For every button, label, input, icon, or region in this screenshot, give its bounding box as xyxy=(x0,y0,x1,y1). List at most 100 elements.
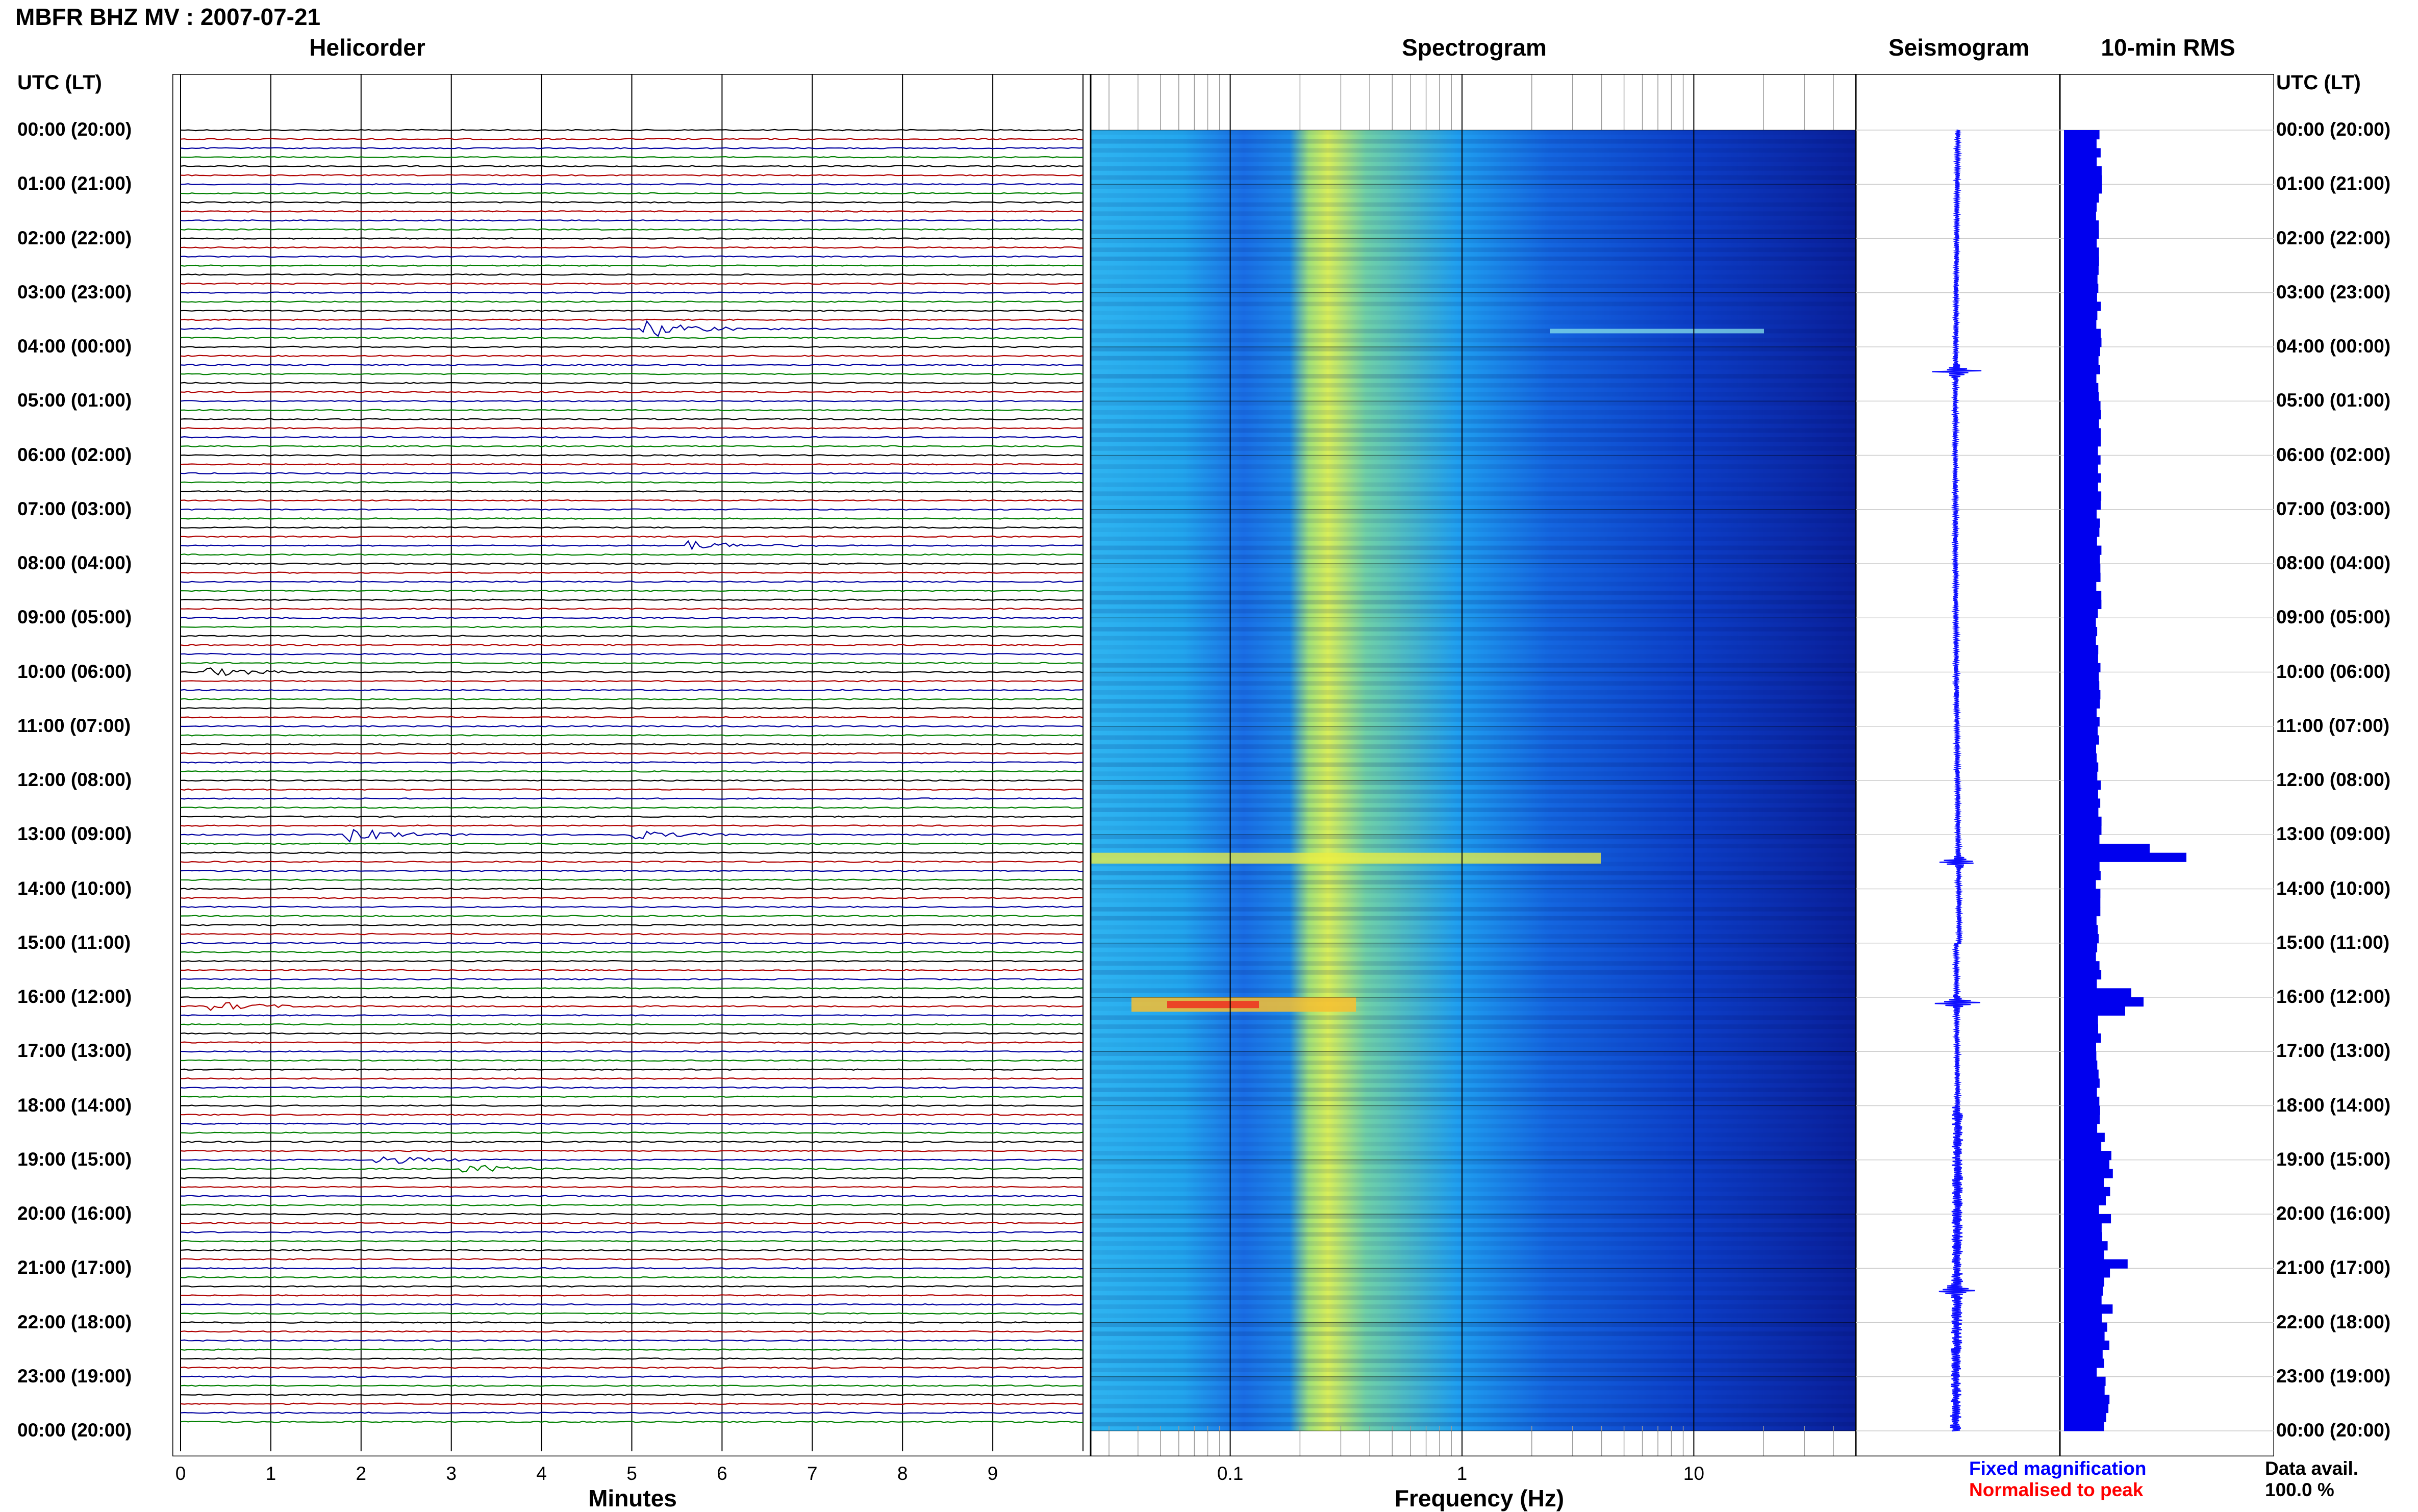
rms-bar xyxy=(2064,1422,2104,1431)
helicorder-trace xyxy=(180,1249,1084,1252)
minutes-axis-title: Minutes xyxy=(588,1485,677,1511)
spectrogram-row xyxy=(1091,1340,1856,1345)
rms-bar xyxy=(2064,1358,2104,1368)
rms-bar xyxy=(2064,274,2098,284)
spectrogram-row xyxy=(1091,717,1856,722)
rms-bar xyxy=(2064,446,2098,456)
rms-bar xyxy=(2064,545,2102,555)
helicorder-trace xyxy=(180,842,1084,845)
helicorder-trace xyxy=(180,752,1084,755)
helicorder-trace xyxy=(180,201,1084,204)
helicorder-trace xyxy=(180,337,1084,339)
spectrogram-row xyxy=(1091,1051,1856,1056)
spectrogram-row xyxy=(1091,626,1856,632)
helicorder-trace xyxy=(180,978,1084,980)
rms-bar xyxy=(2064,699,2100,709)
helicorder-trace xyxy=(180,382,1084,385)
rms-bar xyxy=(2064,726,2098,736)
spectrogram-row xyxy=(1091,816,1856,821)
spectrogram-row xyxy=(1091,943,1856,948)
rms-bar xyxy=(2064,491,2102,501)
rms-bar xyxy=(2064,1413,2106,1422)
helicorder-trace xyxy=(180,635,1084,637)
helicorder-trace xyxy=(180,1321,1084,1324)
spectrogram-event xyxy=(1167,1001,1259,1009)
helicorder-trace xyxy=(180,318,1084,321)
rms-bar xyxy=(2064,1214,2111,1224)
time-label-right: 14:00 (10:00) xyxy=(2276,877,2391,899)
time-label-right: 09:00 (05:00) xyxy=(2276,607,2391,628)
rms-bar xyxy=(2064,690,2101,700)
rms-bar xyxy=(2064,1241,2108,1251)
time-label-left: 18:00 (14:00) xyxy=(17,1094,132,1116)
rms-bar xyxy=(2064,518,2100,528)
helicorder-trace xyxy=(180,436,1084,439)
time-label-right: 02:00 (22:00) xyxy=(2276,227,2391,248)
data-availability-value: 100.0 % xyxy=(2265,1479,2334,1500)
rms-bar xyxy=(2064,1042,2096,1052)
rms-bar xyxy=(2064,437,2101,447)
spectrogram-row xyxy=(1091,1151,1856,1155)
helicorder-title: Helicorder xyxy=(309,34,425,61)
rms-bar xyxy=(2064,798,2101,808)
spectrogram-row xyxy=(1091,879,1856,885)
time-label-left: 19:00 (15:00) xyxy=(17,1148,132,1170)
helicorder-trace xyxy=(180,372,1084,375)
spectrogram-row xyxy=(1091,319,1856,324)
spectrogram-row xyxy=(1091,599,1856,604)
rms-bar xyxy=(2064,365,2100,374)
spectrogram-row xyxy=(1091,636,1856,641)
rms-bar xyxy=(2064,906,2101,917)
helicorder-trace xyxy=(180,553,1084,556)
spectrogram-row xyxy=(1091,1331,1856,1337)
seismogram-title: Seismogram xyxy=(1888,34,2030,61)
rms-bar xyxy=(2064,419,2099,429)
helicorder-trace xyxy=(180,698,1084,700)
time-label-right: 01:00 (21:00) xyxy=(2276,173,2391,194)
helicorder-trace xyxy=(180,355,1084,357)
rms-bar xyxy=(2064,1313,2102,1323)
rms-bar xyxy=(2064,311,2098,320)
rms-bar xyxy=(2064,961,2100,971)
spectrogram-row xyxy=(1091,1214,1856,1219)
spectrogram-title: Spectrogram xyxy=(1402,34,1547,61)
helicorder-trace xyxy=(180,1086,1084,1089)
helicorder-trace xyxy=(180,581,1084,583)
rms-bar xyxy=(2064,1033,2101,1043)
rms-bar xyxy=(2064,193,2099,203)
helicorder-trace xyxy=(180,1348,1084,1351)
rms-bar xyxy=(2064,1403,2109,1414)
spectrogram-row xyxy=(1091,292,1856,297)
rms-bar xyxy=(2064,970,2102,980)
rms-bar xyxy=(2064,1295,2102,1305)
helicorder-trace xyxy=(180,320,1084,337)
rms-bar xyxy=(2064,464,2098,474)
minutes-tick-label: 9 xyxy=(987,1463,998,1484)
spectrogram-row xyxy=(1091,1033,1856,1038)
helicorder-trace xyxy=(180,679,1084,683)
rms-bar xyxy=(2064,1250,2104,1260)
helicorder-trace xyxy=(180,924,1084,926)
rms-bar xyxy=(2064,148,2101,158)
spectrogram-row xyxy=(1091,798,1856,803)
rms-bar xyxy=(2064,256,2099,266)
spectrogram-row xyxy=(1091,265,1856,270)
rms-bar xyxy=(2064,618,2096,627)
helicorder-trace xyxy=(180,282,1084,285)
legend-normalised: Normalised to peak xyxy=(1969,1479,2144,1500)
spectrogram-row xyxy=(1091,1132,1856,1138)
helicorder-trace xyxy=(180,1285,1084,1288)
helicorder-trace xyxy=(180,535,1084,538)
rms-bar xyxy=(2064,301,2101,311)
spectrogram-row xyxy=(1091,446,1856,451)
helicorder-trace xyxy=(180,165,1084,168)
helicorder-trace xyxy=(180,409,1084,412)
helicorder-trace xyxy=(180,1258,1084,1261)
helicorder-trace xyxy=(180,1186,1084,1189)
helicorder-trace xyxy=(180,608,1084,610)
rms-bar xyxy=(2064,599,2102,610)
helicorder-trace xyxy=(180,1095,1084,1098)
spectrogram-row xyxy=(1091,184,1856,189)
helicorder-trace xyxy=(180,1165,1084,1173)
rms-bar xyxy=(2064,555,2100,564)
